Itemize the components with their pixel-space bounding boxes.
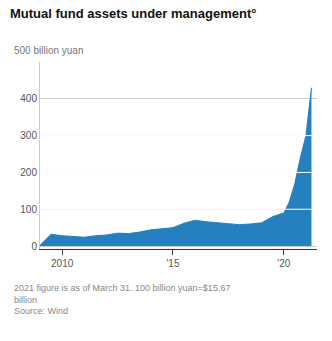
svg-text:'20: '20 [277,258,290,269]
svg-text:Mutual fund assets under manag: Mutual fund assets under management° [10,6,256,21]
svg-text:2010: 2010 [51,258,74,269]
svg-text:500 billion yuan: 500 billion yuan [14,45,84,56]
svg-text:100: 100 [20,204,37,215]
svg-text:0: 0 [31,241,37,252]
svg-text:2021 figure is as of March 31.: 2021 figure is as of March 31. 100 billi… [14,283,230,316]
svg-text:400: 400 [20,93,37,104]
svg-text:300: 300 [20,130,37,141]
svg-text:200: 200 [20,167,37,178]
svg-text:'15: '15 [166,258,179,269]
